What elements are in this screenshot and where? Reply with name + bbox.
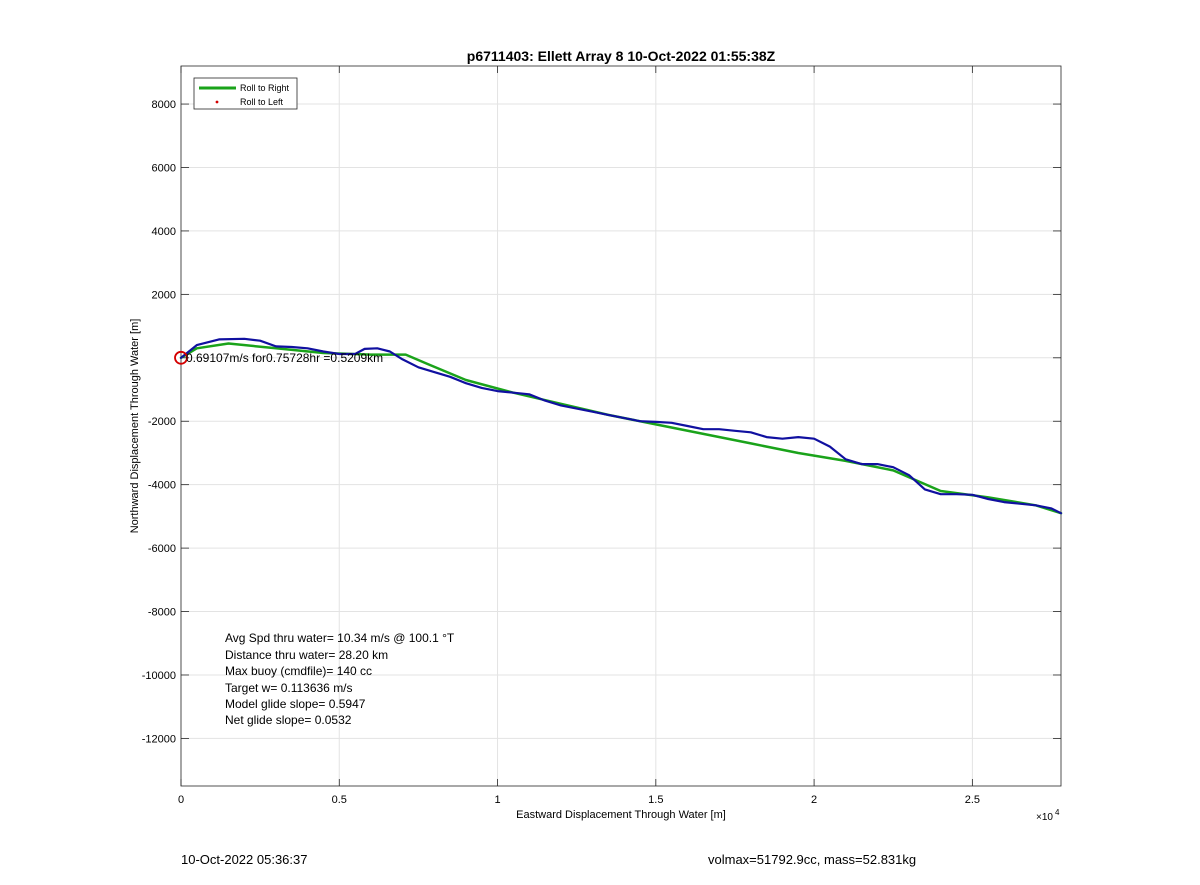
y-axis-label: Northward Displacement Through Water [m] [129, 319, 141, 534]
start-marker [174, 350, 188, 365]
x-exponent-base: ×10 [1036, 812, 1053, 823]
footer-timestamp: 10-Oct-2022 05:36:37 [181, 852, 308, 867]
series-line-track [179, 337, 1063, 515]
stats-distance: Distance thru water= 28.20 km [225, 648, 388, 662]
y-tick-label: -8000 [148, 607, 176, 619]
stats-avg-speed: Avg Spd thru water= 10.34 m/s @ 100.1 °T [225, 631, 455, 645]
legend-box [193, 77, 298, 110]
y-tick-label: -12000 [142, 733, 176, 745]
x-tick-label: 0 [178, 794, 184, 806]
x-tick-label: 2 [811, 794, 817, 806]
stats-max-buoy: Max buoy (cmdfile)= 140 cc [225, 664, 372, 678]
chart-title: p6711403: Ellett Array 8 10-Oct-2022 01:… [467, 48, 776, 64]
y-tick-label: 6000 [152, 162, 176, 174]
x-exponent-power: 4 [1055, 808, 1060, 817]
x-axis-label: Eastward Displacement Through Water [m] [516, 809, 726, 821]
x-tick-label: 1.5 [648, 794, 663, 806]
stats-target-w: Target w= 0.113636 m/s [225, 681, 353, 695]
x-tick-label: 0.5 [332, 794, 347, 806]
legend-swatch-roll-to-left [215, 100, 219, 104]
y-tick-label: -10000 [142, 670, 176, 682]
stats-net-glide-slope: Net glide slope= 0.0532 [225, 713, 352, 727]
stats-model-glide-slope: Model glide slope= 0.5947 [225, 697, 366, 711]
y-tick-label: -4000 [148, 480, 176, 492]
y-tick-label: 2000 [152, 289, 176, 301]
footer-vol-mass: volmax=51792.9cc, mass=52.831kg [708, 852, 917, 867]
axis-ticks: 0 0.5 1 1.5 2 2.5 8000 6000 4000 2000 -2000 -4000 -6… [142, 66, 1061, 806]
x-exponent-label: ×10 4 [1036, 808, 1060, 823]
x-tick-label: 2.5 [965, 794, 980, 806]
y-tick-label: 8000 [152, 99, 176, 111]
legend-label-roll-to-left: Roll to Left [240, 97, 284, 107]
y-tick-label: -2000 [148, 416, 176, 428]
data-series [174, 337, 1063, 515]
legend-label-roll-to-right: Roll to Right [240, 83, 290, 93]
grid-lines [180, 66, 1061, 786]
legend: Roll to Right Roll to Left [193, 77, 298, 110]
y-tick-label: 4000 [152, 226, 176, 238]
y-tick-label: -6000 [148, 543, 176, 555]
plot-area-frame [180, 65, 1062, 787]
series-line-roll-to-right [179, 342, 1063, 515]
start-annotation: 0.69107m/s for0.75728hr =0.5209km [186, 351, 383, 365]
x-tick-label: 1 [494, 794, 500, 806]
annotations: 0.69107m/s for0.75728hr =0.5209km Avg Sp… [186, 351, 455, 727]
